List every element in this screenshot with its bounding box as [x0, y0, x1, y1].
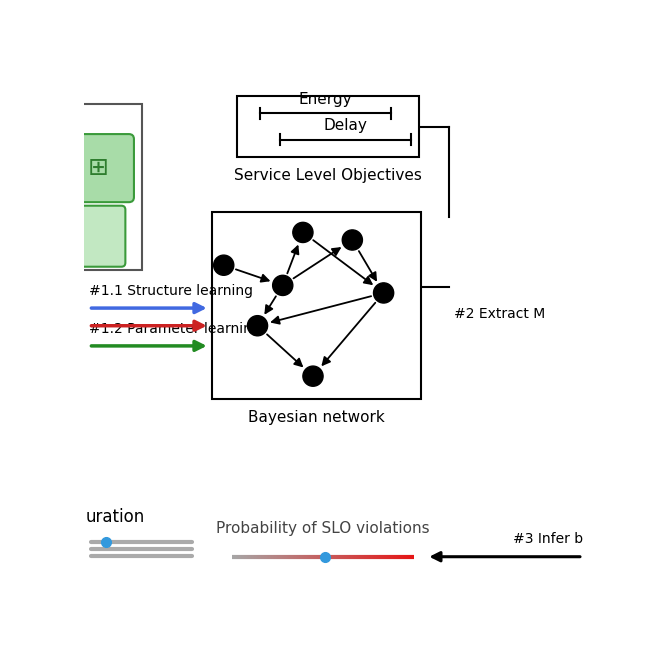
FancyBboxPatch shape [64, 206, 125, 267]
Text: Bayesian network: Bayesian network [248, 410, 385, 425]
Text: ⊞: ⊞ [88, 156, 109, 180]
Circle shape [214, 255, 234, 275]
Circle shape [303, 366, 323, 386]
Text: #2 Extract M: #2 Extract M [454, 307, 546, 321]
FancyBboxPatch shape [237, 96, 419, 157]
Text: Service Level Objectives: Service Level Objectives [234, 168, 422, 183]
Text: #3 Infer b: #3 Infer b [513, 532, 583, 546]
Text: #1.1 Structure learning: #1.1 Structure learning [88, 284, 253, 298]
Text: Energy: Energy [299, 92, 352, 107]
FancyBboxPatch shape [212, 212, 421, 399]
Text: Probability of SLO violations: Probability of SLO violations [216, 521, 430, 536]
Circle shape [272, 275, 293, 295]
Text: #1.2 Parameter learning: #1.2 Parameter learning [88, 322, 260, 336]
FancyBboxPatch shape [66, 134, 134, 202]
FancyBboxPatch shape [64, 104, 141, 271]
Text: uration: uration [86, 508, 145, 527]
Text: Delay: Delay [324, 119, 367, 133]
Circle shape [248, 316, 268, 336]
Circle shape [293, 222, 313, 242]
Circle shape [343, 230, 362, 250]
Circle shape [373, 283, 394, 303]
